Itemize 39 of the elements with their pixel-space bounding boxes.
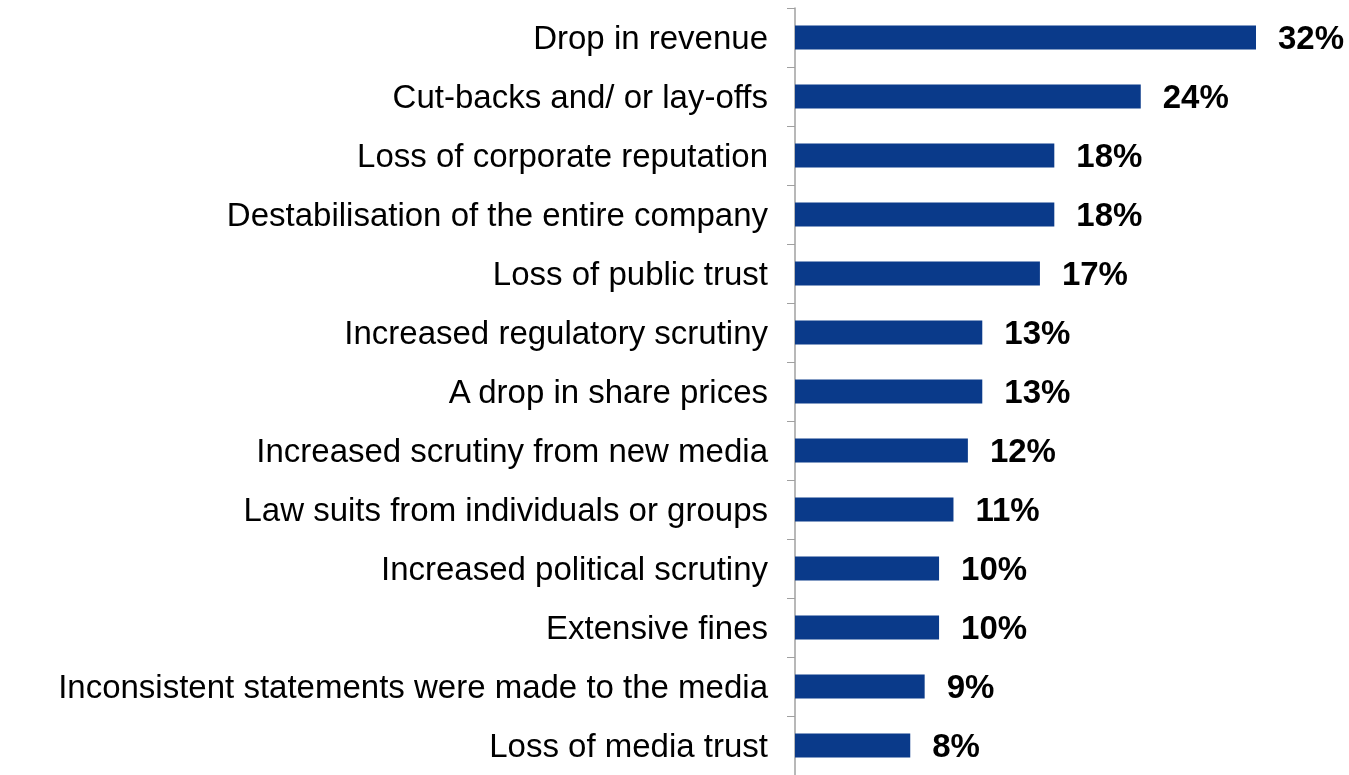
y-tick-label: Loss of public trust xyxy=(492,255,768,292)
data-label: 11% xyxy=(975,491,1040,528)
y-tick-label: Loss of corporate reputation xyxy=(357,137,768,174)
y-tick-label: Increased scrutiny from new media xyxy=(256,432,769,469)
data-label: 12% xyxy=(989,432,1056,469)
y-tick-label: Extensive fines xyxy=(546,609,768,646)
bar xyxy=(795,320,983,345)
y-tick-label: A drop in share prices xyxy=(448,373,768,410)
data-label: 8% xyxy=(932,727,980,764)
bar xyxy=(795,674,925,699)
bar xyxy=(795,615,940,640)
data-label: 13% xyxy=(1004,314,1071,351)
y-tick-label: Cut-backs and/ or lay-offs xyxy=(392,78,768,115)
bar xyxy=(795,438,968,463)
y-tick-label: Loss of media trust xyxy=(489,727,768,764)
data-label: 32% xyxy=(1278,19,1345,56)
data-label: 10% xyxy=(961,609,1028,646)
bar xyxy=(795,202,1055,227)
y-tick-label: Increased political scrutiny xyxy=(380,550,769,587)
data-label: 9% xyxy=(946,668,995,705)
bar xyxy=(795,261,1040,286)
bar xyxy=(795,25,1256,50)
data-label: 18% xyxy=(1076,137,1143,174)
data-label: 24% xyxy=(1162,78,1229,115)
data-label: 18% xyxy=(1076,196,1143,233)
bar xyxy=(795,84,1141,109)
data-label: 13% xyxy=(1004,373,1071,410)
y-tick-label: Drop in revenue xyxy=(533,19,768,56)
y-tick-label: Law suits from individuals or groups xyxy=(243,491,768,528)
bar xyxy=(795,556,940,581)
bar xyxy=(795,733,911,758)
data-label: 17% xyxy=(1061,255,1128,292)
y-tick-label: Increased regulatory scrutiny xyxy=(344,314,769,351)
y-tick-label: Destabilisation of the entire company xyxy=(226,196,769,233)
bar xyxy=(795,143,1055,168)
bar xyxy=(795,379,983,404)
bar xyxy=(795,497,954,522)
data-label: 10% xyxy=(961,550,1028,587)
y-tick-label: Inconsistent statements were made to the media xyxy=(58,668,769,705)
